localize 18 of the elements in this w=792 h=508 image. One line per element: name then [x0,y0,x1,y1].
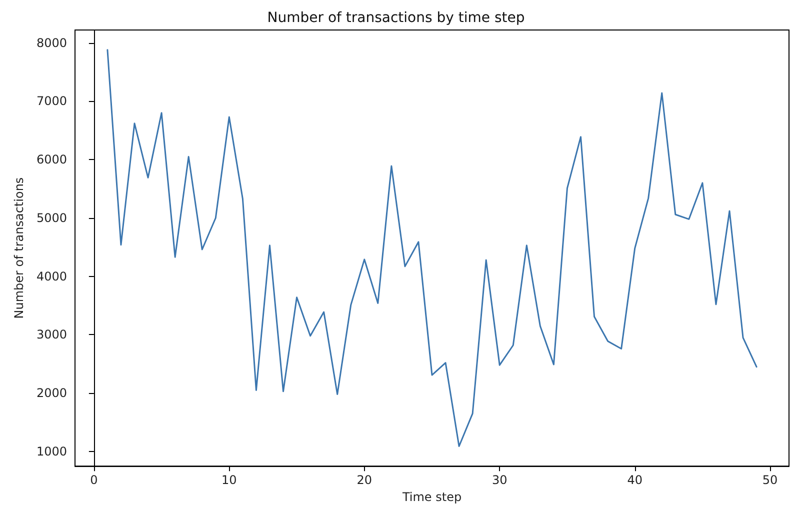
x-tick-label: 10 [222,473,237,488]
x-tick-label: 40 [627,473,642,488]
y-tick-label: 2000 [36,386,67,400]
y-tick-label: 1000 [36,444,67,459]
y-tick-label: 8000 [36,36,67,50]
y-tick-label: 4000 [36,269,67,284]
y-tick-label: 5000 [36,210,67,225]
line-series [106,49,758,447]
x-tick-label: 20 [356,473,372,488]
chart-title: Number of transactions by time step [267,10,525,26]
y-tick-label: 7000 [36,94,67,108]
y-tick-label: 6000 [36,152,67,167]
y-axis-title: Number of transactions [12,177,26,319]
x-tick-label: 0 [90,473,98,488]
x-tick-label: 30 [492,473,508,488]
x-axis-title: Time step [401,490,462,504]
y-tick-label: 3000 [36,328,67,342]
x-tick-label: 50 [762,473,778,488]
